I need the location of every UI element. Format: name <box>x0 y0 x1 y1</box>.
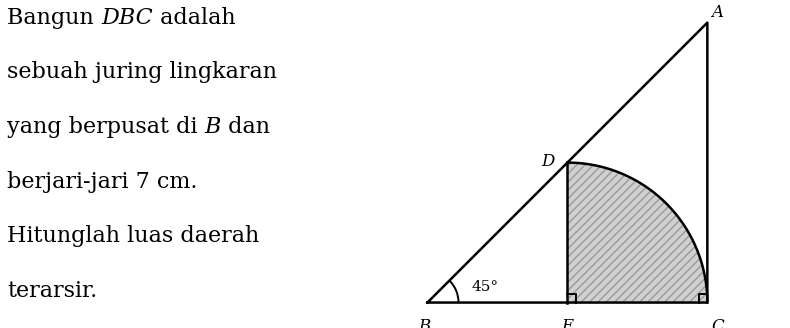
Text: DBC: DBC <box>101 7 152 29</box>
Text: C: C <box>712 318 724 328</box>
Text: B: B <box>205 116 221 138</box>
Text: berjari-jari 7 cm.: berjari-jari 7 cm. <box>7 171 198 193</box>
Text: 45°: 45° <box>472 280 498 294</box>
Polygon shape <box>567 163 707 302</box>
Text: adalah: adalah <box>152 7 235 29</box>
Text: sebuah juring lingkaran: sebuah juring lingkaran <box>7 61 277 83</box>
Text: dan: dan <box>221 116 270 138</box>
Text: yang berpusat di: yang berpusat di <box>7 116 205 138</box>
Text: Bangun: Bangun <box>7 7 101 29</box>
Text: A: A <box>712 4 724 21</box>
Text: B: B <box>419 318 431 328</box>
Text: terarsir.: terarsir. <box>7 280 97 302</box>
Text: E: E <box>562 318 574 328</box>
Text: Hitunglah luas daerah: Hitunglah luas daerah <box>7 225 259 247</box>
Text: D: D <box>541 153 555 170</box>
